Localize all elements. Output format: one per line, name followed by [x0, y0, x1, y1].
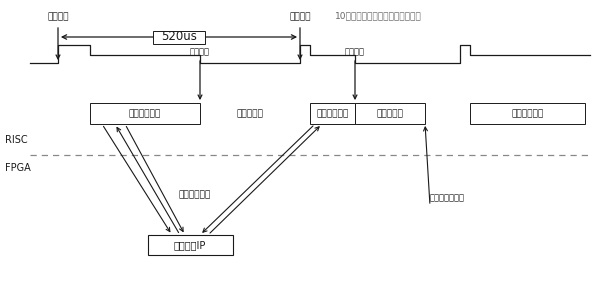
Bar — [148, 235, 233, 255]
Text: 中断到来: 中断到来 — [47, 12, 69, 21]
Bar — [90, 103, 200, 124]
Text: 中断结束: 中断结束 — [345, 47, 365, 56]
Text: 主处理函数: 主处理函数 — [377, 109, 403, 118]
Text: 中断结束: 中断结束 — [190, 47, 210, 56]
Text: 520us: 520us — [161, 31, 197, 43]
Bar — [470, 103, 585, 124]
Text: 主处理函数: 主处理函数 — [236, 109, 263, 118]
Text: FPGA: FPGA — [5, 163, 31, 173]
Text: 10个中断服务程序对应一次主循环: 10个中断服务程序对应一次主循环 — [335, 11, 422, 20]
Bar — [355, 103, 425, 124]
Bar — [310, 103, 355, 124]
Text: 导航硬件IP: 导航硬件IP — [174, 240, 206, 250]
Text: 中断服务程序: 中断服务程序 — [316, 109, 349, 118]
Bar — [153, 31, 205, 43]
Text: 一次主循环结束: 一次主循环结束 — [430, 194, 465, 203]
Text: 中断服务程序: 中断服务程序 — [129, 109, 161, 118]
Text: 中断服务程序: 中断服务程序 — [511, 109, 544, 118]
Text: 中断到来: 中断到来 — [289, 12, 311, 21]
Text: RISC: RISC — [5, 135, 28, 145]
Text: 大量总线操作: 大量总线操作 — [179, 191, 211, 200]
